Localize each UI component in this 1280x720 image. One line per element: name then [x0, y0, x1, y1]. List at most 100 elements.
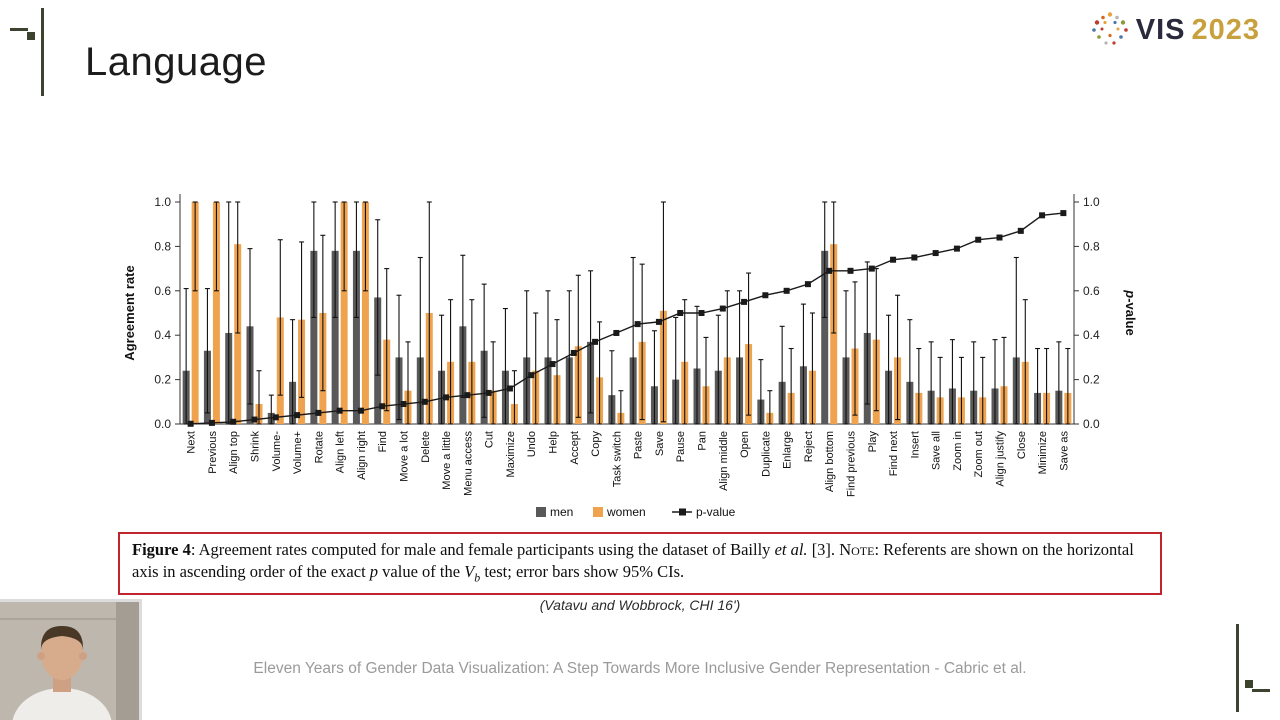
corner-decoration-top-left-line — [41, 8, 44, 96]
corner-decoration-top-left-dot — [27, 32, 35, 40]
x-category-label: Cut — [484, 431, 496, 448]
y-tick-label-left: 0.2 — [154, 373, 171, 387]
x-category-label: Enlarge — [782, 431, 794, 469]
p-value-marker — [783, 287, 790, 294]
y-tick-label-right: 0.4 — [1083, 328, 1100, 342]
x-category-label: Pause — [675, 431, 687, 462]
x-category-label: Accept — [569, 431, 581, 465]
p-value-marker — [655, 318, 662, 325]
x-category-label: Undo — [526, 431, 538, 457]
p-value-marker — [804, 281, 811, 288]
x-category-label: Menu access — [462, 431, 474, 496]
bar-women — [234, 244, 242, 424]
x-category-label: Volume+ — [292, 431, 304, 474]
agreement-chart-svg: 0.0 0.0 0.2 0.2 0.4 0.4 0.6 0.6 0.8 0.8 1.0 1.0 Next… — [122, 194, 1138, 519]
x-category-label: Align top — [228, 431, 240, 474]
p-value-marker — [379, 403, 386, 410]
x-category-label: Save as — [1058, 431, 1070, 471]
p-value-marker — [528, 372, 535, 379]
p-value-marker — [613, 329, 620, 336]
x-category-label: Minimize — [1037, 431, 1049, 474]
p-value-marker — [698, 310, 705, 316]
x-category-label: Reject — [803, 431, 815, 462]
y-tick-label-left: 0.4 — [154, 328, 171, 342]
p-value-marker — [847, 267, 854, 274]
presenter-webcam-image — [0, 602, 139, 720]
p-value-marker — [719, 305, 726, 312]
p-value-marker — [443, 394, 450, 401]
p-value-marker — [975, 236, 982, 243]
p-value-line — [190, 212, 1064, 425]
legend-marker-p-value — [679, 508, 686, 516]
p-value-marker — [1039, 212, 1046, 219]
p-value-marker — [464, 392, 471, 399]
y-tick-label-left: 0.6 — [154, 284, 171, 298]
x-category-label: Zoom in — [952, 431, 964, 471]
p-value-marker — [1017, 227, 1024, 234]
x-category-label: Shrink — [250, 431, 262, 463]
slide-title: Language — [85, 40, 267, 84]
p-value-marker — [932, 250, 939, 257]
x-category-label: Task switch — [611, 431, 623, 487]
x-category-label: Save — [654, 431, 666, 456]
y-tick-label-left: 1.0 — [154, 195, 171, 209]
figure-caption-box: Figure 4: Agreement rates computed for m… — [118, 532, 1162, 595]
p-value-marker — [315, 409, 322, 416]
p-value-marker — [294, 412, 301, 419]
p-value-marker — [485, 389, 492, 396]
legend-label-p-value: p-value — [696, 505, 736, 519]
p-value-marker — [421, 398, 428, 405]
x-category-label: Find next — [888, 431, 900, 476]
x-category-label: Open — [739, 431, 751, 458]
p-value-marker — [570, 349, 577, 356]
x-category-label: Pan — [697, 431, 709, 451]
p-value-marker — [890, 256, 897, 263]
x-category-label: Align justify — [995, 431, 1007, 487]
y-tick-label-right: 1.0 — [1083, 195, 1100, 209]
vis-logo-text: VIS — [1135, 13, 1186, 46]
x-category-label: Move a lot — [399, 431, 411, 482]
p-value-marker — [677, 310, 684, 316]
p-value-marker — [208, 419, 215, 426]
p-value-marker — [868, 265, 875, 272]
x-category-label: Rotate — [313, 431, 325, 463]
corner-decoration-top-left-tick — [10, 28, 28, 31]
y-tick-label-right: 0.2 — [1083, 373, 1100, 387]
y-tick-label-left: 0.0 — [154, 417, 171, 431]
x-category-label: Align left — [335, 431, 347, 473]
legend-swatch-women — [593, 507, 603, 517]
x-category-label: Close — [1016, 431, 1028, 459]
p-value-marker — [826, 267, 833, 274]
y-axis-title-left: Agreement rate — [122, 265, 137, 360]
legend-label-men: men — [550, 505, 573, 519]
bar-women — [212, 202, 220, 424]
p-value-marker — [357, 407, 364, 414]
bar-men — [331, 250, 339, 424]
vis-logo-dots-icon — [1091, 12, 1128, 45]
p-value-marker — [592, 338, 599, 345]
x-category-label: Previous — [207, 431, 219, 474]
y-tick-label-right: 0.8 — [1083, 239, 1100, 253]
p-value-marker — [741, 298, 748, 305]
p-value-marker — [996, 234, 1003, 241]
bar-men — [310, 250, 318, 424]
p-value-marker — [762, 292, 769, 299]
vis-logo-year: 2023 — [1191, 13, 1260, 46]
p-value-marker — [400, 401, 407, 408]
x-category-label: Paste — [633, 431, 645, 459]
x-category-label: Insert — [909, 431, 921, 459]
corner-decoration-bottom-right-dot — [1245, 680, 1253, 688]
legend-swatch-men — [536, 507, 546, 517]
x-category-label: Copy — [590, 431, 602, 457]
bar-men — [352, 250, 360, 424]
x-category-label: Duplicate — [760, 431, 772, 477]
p-value-marker — [911, 254, 918, 261]
p-value-marker — [336, 407, 343, 414]
x-category-label: Save all — [931, 431, 943, 470]
x-category-label: Volume- — [271, 431, 283, 472]
p-value-marker — [272, 414, 279, 421]
p-value-marker — [251, 416, 258, 423]
x-category-label: Maximize — [505, 431, 517, 477]
bar-women — [361, 202, 369, 424]
